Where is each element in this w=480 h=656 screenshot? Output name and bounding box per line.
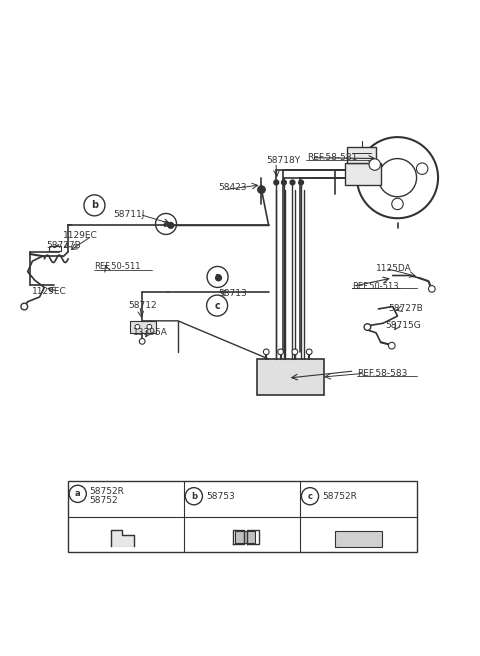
Text: 58713: 58713	[218, 289, 247, 298]
Circle shape	[290, 180, 295, 185]
Circle shape	[281, 180, 286, 185]
Circle shape	[429, 285, 435, 292]
Text: 58715G: 58715G	[385, 321, 421, 330]
Text: 58752R: 58752R	[322, 492, 357, 501]
Polygon shape	[110, 530, 134, 546]
Text: 58753: 58753	[206, 492, 235, 501]
Text: REF.58-583: REF.58-583	[357, 369, 408, 378]
Text: b: b	[91, 200, 98, 211]
Text: c: c	[308, 492, 312, 501]
Circle shape	[392, 198, 403, 210]
Circle shape	[139, 338, 145, 344]
Text: a: a	[215, 272, 221, 282]
Text: 58727B: 58727B	[47, 241, 82, 250]
Text: a: a	[163, 219, 169, 229]
Text: 1129EC: 1129EC	[63, 232, 98, 240]
Circle shape	[135, 325, 140, 329]
Circle shape	[364, 323, 371, 331]
Text: 58712: 58712	[128, 301, 156, 310]
Circle shape	[147, 325, 152, 329]
Circle shape	[292, 349, 298, 355]
Text: 58727B: 58727B	[388, 304, 423, 314]
Circle shape	[264, 349, 269, 355]
Text: b: b	[191, 492, 197, 501]
Circle shape	[278, 349, 283, 355]
Text: REF.50-513: REF.50-513	[352, 281, 399, 291]
Text: 1129EC: 1129EC	[33, 287, 67, 296]
Text: REF.50-511: REF.50-511	[95, 262, 141, 272]
Text: 13395A: 13395A	[132, 328, 168, 337]
FancyBboxPatch shape	[348, 147, 376, 163]
Circle shape	[258, 186, 265, 194]
Circle shape	[216, 275, 221, 281]
Text: 58752: 58752	[90, 497, 118, 506]
Text: 58718Y: 58718Y	[266, 157, 300, 165]
Circle shape	[274, 180, 279, 185]
FancyBboxPatch shape	[257, 359, 324, 395]
Circle shape	[168, 222, 174, 228]
Circle shape	[299, 180, 303, 185]
FancyBboxPatch shape	[335, 531, 382, 547]
FancyBboxPatch shape	[235, 531, 255, 543]
FancyBboxPatch shape	[130, 321, 156, 333]
Circle shape	[21, 303, 28, 310]
Text: 58752R: 58752R	[90, 487, 124, 496]
Text: 58711J: 58711J	[114, 210, 145, 219]
Text: 58423: 58423	[218, 183, 247, 192]
Circle shape	[388, 342, 395, 349]
Text: 1125DA: 1125DA	[376, 264, 412, 273]
Circle shape	[417, 163, 428, 174]
Circle shape	[369, 159, 381, 171]
FancyBboxPatch shape	[345, 163, 381, 185]
Text: c: c	[214, 300, 220, 310]
Text: REF.58-581: REF.58-581	[307, 153, 357, 162]
Circle shape	[306, 349, 312, 355]
Text: a: a	[75, 489, 81, 499]
